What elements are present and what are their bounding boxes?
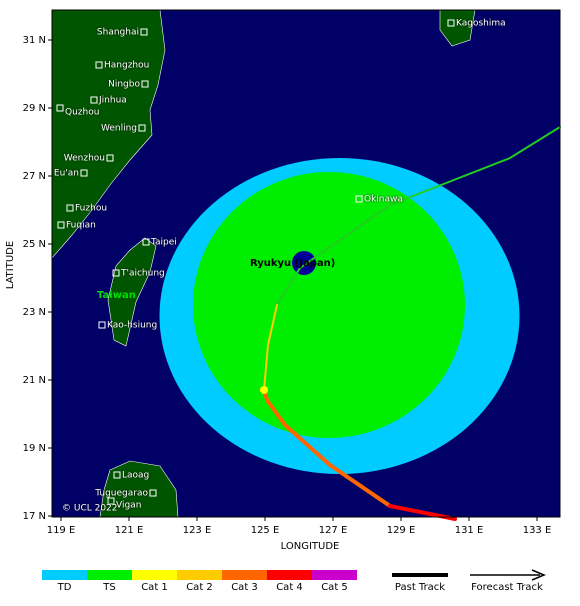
lat-tick-label: 29 N [23,103,46,114]
place-label: Wenzhou [64,154,105,164]
legend-swatch [312,570,357,580]
place-marker [140,28,148,36]
legend-forecast: Forecast Track [471,582,543,593]
lat-tick-label: 21 N [23,375,46,386]
legend-label: Cat 2 [186,582,213,593]
arrow-head [531,569,546,581]
y-axis-title: LATITUDE [5,241,16,289]
legend-swatch [177,570,222,580]
place-label: Eu'an [54,169,79,179]
place-marker [107,497,115,505]
place-marker [57,221,65,229]
legend-swatch [267,570,312,580]
lat-tick-label: 31 N [23,35,46,46]
place-marker [66,204,74,212]
legend-label: Cat 4 [276,582,303,593]
place-label: Fuqian [66,221,96,231]
place-marker [113,471,121,479]
place-label: Vigan [116,501,141,511]
place-label: Hangzhou [104,61,149,71]
x-axis-title: LONGITUDE [281,541,340,552]
land [51,9,476,518]
lat-tick-label: 27 N [23,171,46,182]
place-marker [56,104,64,112]
region-label: Ryukyu (Japan) [250,258,335,269]
place-label: Fuzhou [75,204,107,214]
lon-tick-label: 127 E [319,525,348,536]
frame [51,9,561,518]
lat-tick-label: 17 N [23,511,46,522]
lat-tick-label: 23 N [23,307,46,318]
place-marker [355,195,363,203]
legend-swatch [132,570,177,580]
lon-tick-label: 125 E [251,525,280,536]
place-marker [95,61,103,69]
copyright: © UCL 2022 [62,504,118,514]
place-marker [98,321,106,329]
legend-label: TS [102,582,115,593]
lon-tick-label: 121 E [115,525,144,536]
place-marker [138,124,146,132]
legend-swatch [42,570,87,580]
place-marker [142,238,150,246]
lon-tick-label: 129 E [387,525,416,536]
place-label: Ningbo [108,80,140,90]
place-label: Laoag [122,471,149,481]
place-label: Kao-hsiung [107,321,157,331]
lat-tick-label: 19 N [23,443,46,454]
place-marker [149,489,157,497]
legend-label: Cat 1 [141,582,168,593]
legend-swatch [87,570,132,580]
place-label: T'aichung [120,269,165,279]
lon-tick-label: 133 E [523,525,552,536]
place-label: Kagoshima [456,19,506,29]
legend-swatch [222,570,267,580]
lon-tick-label: 119 E [47,525,76,536]
place-marker [112,269,120,277]
legend-past: Past Track [395,582,445,593]
region-label: Taiwan [97,290,136,301]
ts-wind-zone [193,172,465,438]
place-marker [80,169,88,177]
place-label: Shanghai [97,28,139,38]
place-label: Wenling [101,124,137,134]
place-marker [106,154,114,162]
legend-label: TD [57,582,72,593]
place-label: Taipei [150,238,177,248]
place-label: Tuguegarao [94,489,148,499]
current-position [260,386,268,394]
place-marker [447,19,455,27]
legend-label: Cat 5 [321,582,348,593]
legend-label: Cat 3 [231,582,258,593]
lat-tick-label: 25 N [23,239,46,250]
place-marker [141,80,149,88]
eye [292,251,316,275]
place-label: Okinawa [364,195,403,205]
lon-tick-label: 131 E [455,525,484,536]
place-label: Quzhou [65,108,99,118]
place-label: Jinhua [98,96,127,106]
lon-tick-label: 123 E [183,525,212,536]
place-marker [90,96,98,104]
